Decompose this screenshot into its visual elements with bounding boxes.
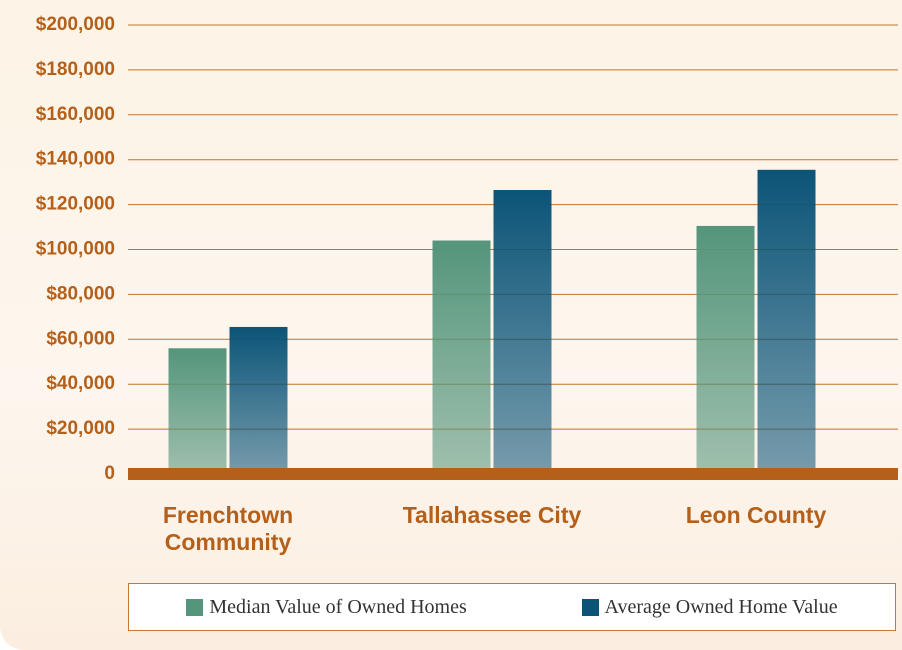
y-tick-label: $160,000 xyxy=(36,104,115,125)
legend: Median Value of Owned Homes Average Owned… xyxy=(128,583,896,631)
x-axis xyxy=(128,468,898,480)
y-tick-label: $20,000 xyxy=(46,418,115,439)
y-tick-label: $140,000 xyxy=(36,149,115,170)
bar xyxy=(168,348,227,474)
bar xyxy=(757,169,816,475)
legend-swatch xyxy=(581,598,599,616)
legend-item: Median Value of Owned Homes xyxy=(186,595,467,619)
bar xyxy=(493,190,552,474)
x-tick-label: Tallahassee City xyxy=(402,502,582,528)
x-tick-label: Leon County xyxy=(685,502,827,528)
y-tick-label: $120,000 xyxy=(36,194,115,215)
legend-item: Average Owned Home Value xyxy=(581,595,838,619)
bar xyxy=(696,225,755,474)
y-tick-label: $200,000 xyxy=(36,14,115,35)
y-tick-label: $180,000 xyxy=(36,59,115,80)
y-tick-label: 0 xyxy=(104,463,115,484)
x-tick-label: Frenchtown Community xyxy=(162,502,294,555)
y-tick-label: $40,000 xyxy=(46,373,115,394)
y-tick-label: $80,000 xyxy=(46,283,115,304)
legend-label: Median Value of Owned Homes xyxy=(209,595,467,618)
legend-label: Average Owned Home Value xyxy=(604,595,838,618)
bar xyxy=(229,326,288,474)
legend-swatch xyxy=(186,598,204,616)
y-tick-label: $60,000 xyxy=(46,328,115,349)
y-tick-label: $100,000 xyxy=(36,239,115,260)
bar xyxy=(432,240,491,474)
